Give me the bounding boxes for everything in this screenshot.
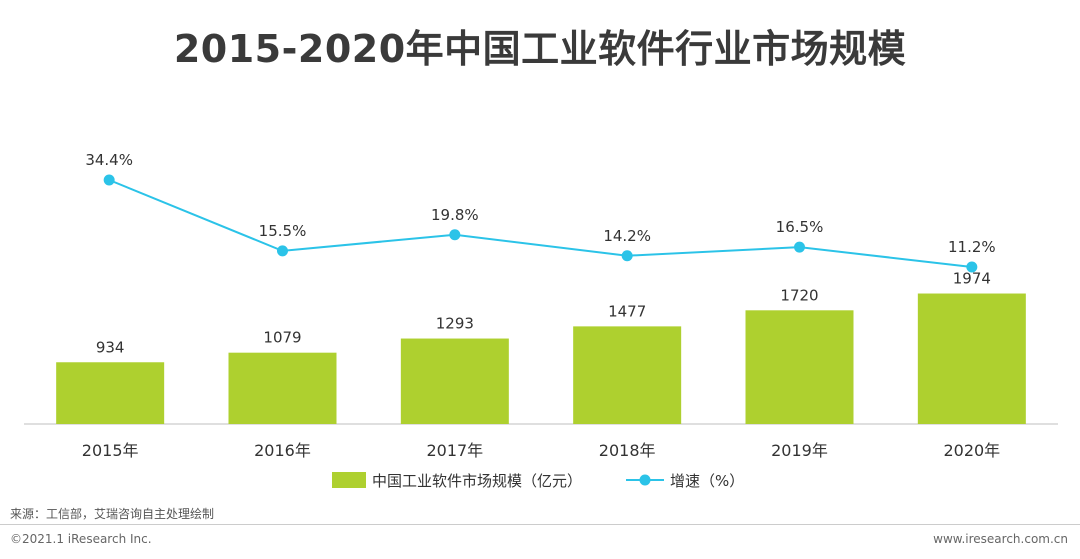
growth-rate-line <box>108 179 972 268</box>
chart-canvas: 934 2015年 1079 2016年 1293 2017年 1477 2018年 1720 2… <box>24 151 1058 490</box>
growth-value-label: 11.2% <box>948 238 996 256</box>
x-tick-label: 2017年 <box>426 441 483 460</box>
bar-value-label: 1720 <box>780 286 818 304</box>
x-tick-label: 2019年 <box>771 441 828 460</box>
legend-bar-label: 中国工业软件市场规模（亿元） <box>372 472 582 490</box>
growth-point-2019年[interactable] <box>794 241 805 253</box>
growth-point-2020年[interactable] <box>966 261 978 273</box>
growth-point-2016年[interactable] <box>277 245 288 257</box>
x-tick-label: 2015年 <box>82 441 139 460</box>
legend-bar-swatch <box>332 472 366 488</box>
footer-divider <box>0 524 1080 525</box>
growth-point-2018年[interactable] <box>621 250 633 262</box>
growth-value-label: 19.8% <box>431 206 479 224</box>
bar-2020年[interactable] <box>917 293 1026 424</box>
bar-2018年[interactable] <box>573 326 682 424</box>
x-tick-label: 2020年 <box>943 441 1000 460</box>
bar-value-label: 1974 <box>953 270 991 288</box>
x-tick-label: 2016年 <box>254 441 311 460</box>
website-link[interactable]: www.iresearch.com.cn <box>933 532 1068 546</box>
bar-2019年[interactable] <box>745 310 854 424</box>
bar-value-label: 1079 <box>263 329 301 347</box>
source-note: 来源：工信部，艾瑞咨询自主处理绘制 <box>10 507 215 521</box>
bar-2016年[interactable] <box>228 352 337 424</box>
growth-value-label: 16.5% <box>776 218 824 236</box>
copyright-text: ©2021.1 iResearch Inc. <box>10 532 152 546</box>
legend-line-marker <box>639 474 651 486</box>
growth-value-label: 15.5% <box>259 222 307 240</box>
bar-value-label: 1477 <box>608 302 646 320</box>
bar-value-label: 934 <box>96 338 125 356</box>
growth-value-label: 14.2% <box>603 227 651 245</box>
growth-point-2017年[interactable] <box>449 229 461 241</box>
x-tick-label: 2018年 <box>599 441 656 460</box>
bar-2017年[interactable] <box>400 338 509 424</box>
growth-value-label: 34.4% <box>85 151 133 169</box>
chart-title: 2015-2020年中国工业软件行业市场规模 <box>173 27 907 71</box>
bar-value-label: 1293 <box>436 315 474 333</box>
legend-line-label: 增速（%） <box>670 472 744 490</box>
growth-point-2015年[interactable] <box>103 174 115 186</box>
bar-2015年[interactable] <box>56 362 165 424</box>
